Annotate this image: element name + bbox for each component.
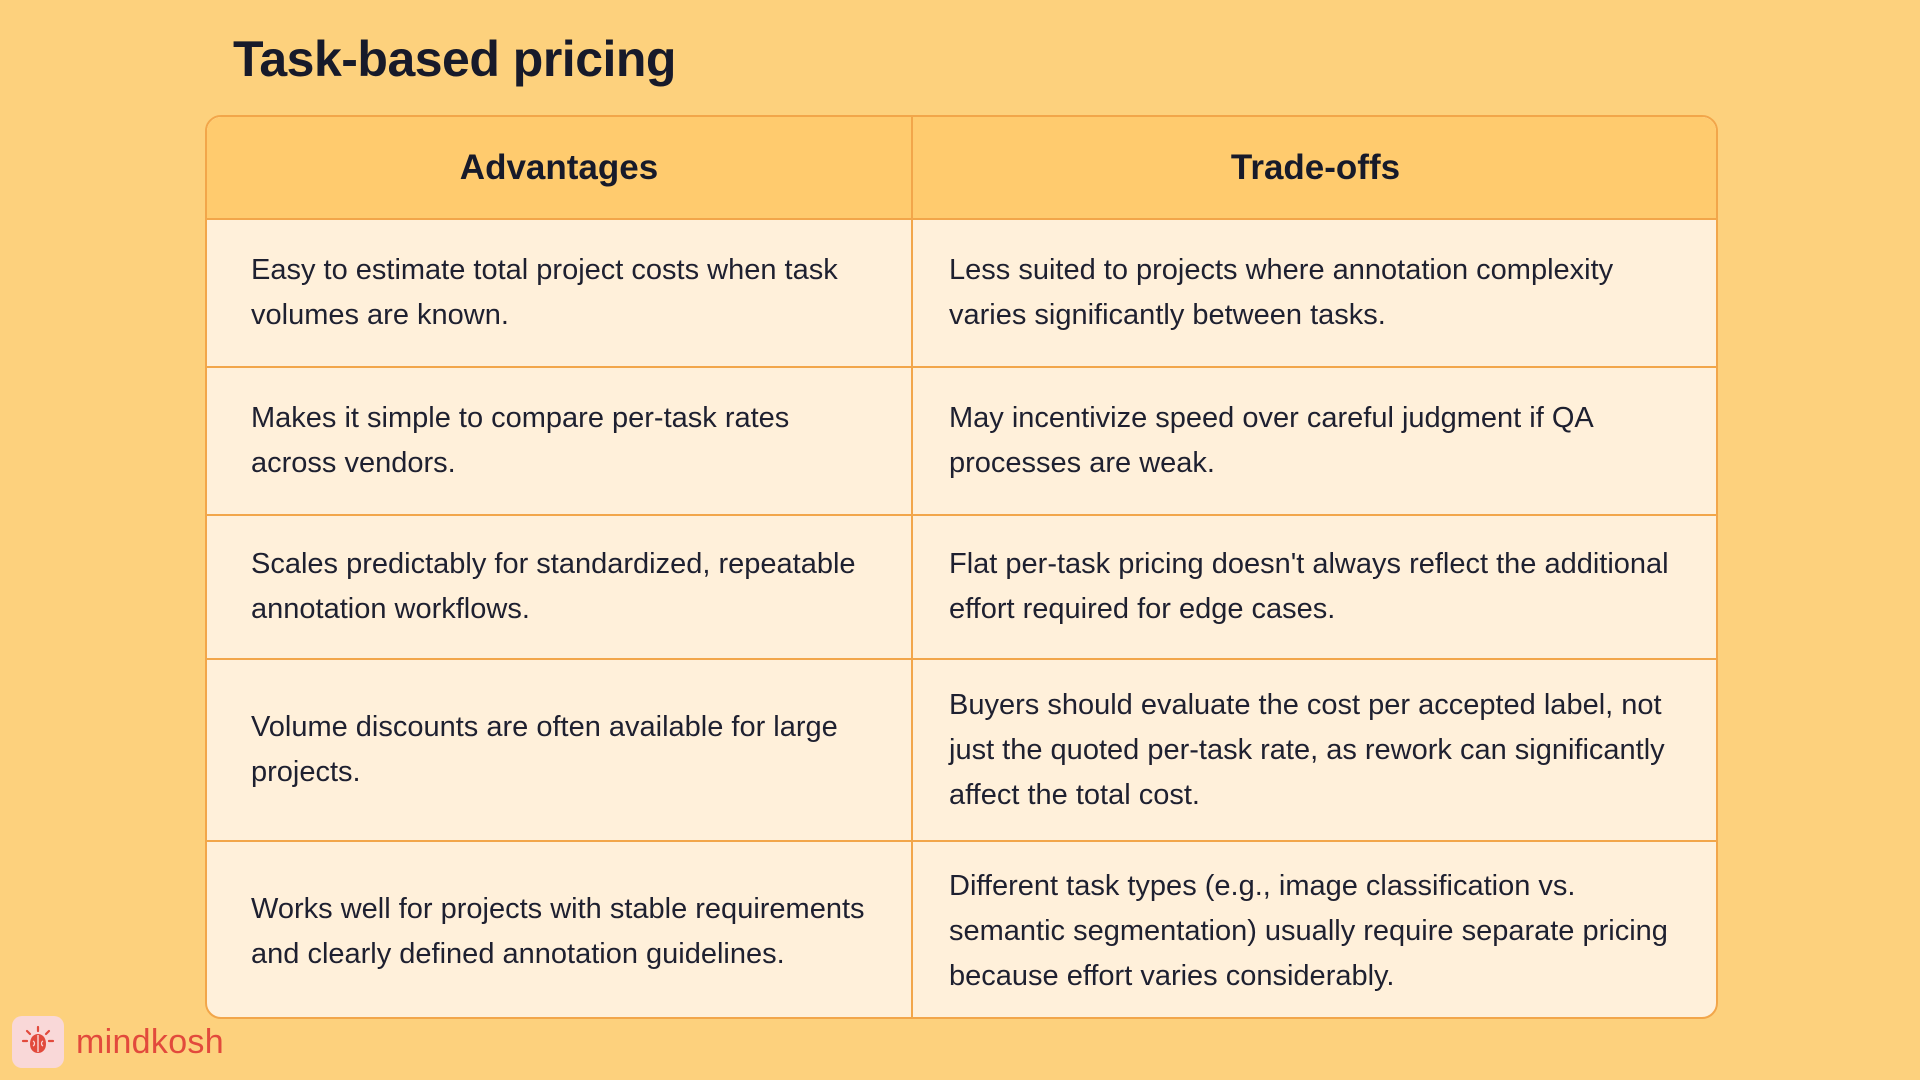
tradeoff-cell: Buyers should evaluate the cost per acce… (912, 659, 1716, 842)
advantages-header: Advantages (207, 117, 913, 220)
table-header-row: Advantages Trade-offs (207, 117, 1716, 220)
tradeoff-cell: Flat per-task pricing doesn't always ref… (912, 515, 1716, 660)
tradeoff-cell: Less suited to projects where annotation… (912, 219, 1716, 368)
advantage-cell: Easy to estimate total project costs whe… (207, 219, 913, 368)
tradeoff-cell: Different task types (e.g., image classi… (949, 870, 1668, 992)
table-row: Makes it simple to compare per-task rate… (207, 367, 1716, 516)
advantage-cell: Scales predictably for standardized, rep… (207, 515, 913, 660)
table-row: Volume discounts are often available for… (207, 659, 1716, 842)
tradeoff-cell: May incentivize speed over careful judgm… (912, 367, 1716, 516)
brand-logo: mindkosh (12, 1016, 224, 1068)
table-row: Works well for projects with stable requ… (207, 841, 1716, 1017)
table-row: Scales predictably for standardized, rep… (207, 515, 1716, 660)
advantage-cell: Makes it simple to compare per-task rate… (207, 367, 913, 516)
brand-name: mindkosh (76, 1022, 224, 1061)
pricing-comparison-table: Advantages Trade-offs Easy to estimate t… (205, 115, 1718, 1019)
table-row: Easy to estimate total project costs whe… (207, 219, 1716, 368)
advantage-cell: Volume discounts are often available for… (207, 659, 913, 842)
brain-icon (12, 1016, 64, 1068)
advantage-cell: Works well for projects with stable requ… (207, 841, 913, 1017)
tradeoffs-header: Trade-offs (912, 117, 1716, 220)
page-title: Task-based pricing (233, 31, 676, 87)
